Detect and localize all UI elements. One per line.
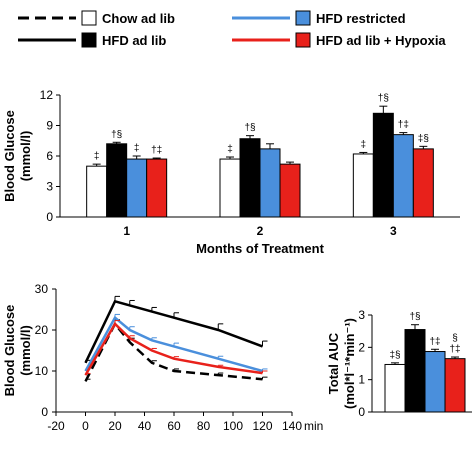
x-tick-label: 120 <box>252 419 272 433</box>
y-axis-label-line: Blood Glucose <box>2 110 17 202</box>
x-tick-label: 20 <box>108 419 122 433</box>
y-axis-label-line: Total AUC <box>326 332 341 394</box>
y-tick-label: 12 <box>40 88 54 102</box>
bar <box>424 351 446 413</box>
bar <box>372 112 394 218</box>
x-tick-label: 140 <box>282 419 302 433</box>
series-line-0 <box>84 321 263 382</box>
significance-label: †§ <box>378 93 389 104</box>
y-axis-label-line: Blood Glucose <box>2 305 17 397</box>
chart-monthly-glucose: 0 3 6 9 12 ‡ †§ ‡ †‡ 1 ‡ †§ 2 ‡ †§ †‡ ‡§ 3 Blood Glucose(m… <box>2 88 460 256</box>
significance-label: ‡§ <box>389 350 400 361</box>
significance-label: ‡ <box>361 139 367 150</box>
significance-label: § <box>452 333 458 344</box>
bar <box>384 363 406 413</box>
y-tick-label: 3 <box>358 308 365 322</box>
legend: Chow ad lib HFD ad lib HFD restricted HFD a… <box>18 10 446 48</box>
x-tick-label: 100 <box>223 419 243 433</box>
significance-label: ‡§ <box>418 133 429 144</box>
bar <box>146 158 168 218</box>
legend-swatch-1 <box>81 32 97 48</box>
x-tick-label: 60 <box>167 419 181 433</box>
significance-label: †§ <box>111 129 122 140</box>
y-axis-label-line: (mol*l⁻¹*min⁻¹) <box>342 318 357 409</box>
x-tick-label: 3 <box>390 224 397 238</box>
bar <box>239 138 261 218</box>
y-tick-label: 0 <box>46 210 53 224</box>
y-tick-label: 30 <box>35 282 49 296</box>
y-tick-label: 0 <box>41 405 48 419</box>
legend-label-0: Chow ad lib <box>102 11 175 26</box>
legend-label-1: HFD ad lib <box>102 33 166 48</box>
significance-label: ‡ <box>134 143 140 154</box>
significance-label: ‡ <box>94 151 100 162</box>
y-axis-label-line: (mmol/l) <box>18 325 33 376</box>
x-tick-label: 0 <box>82 419 89 433</box>
y-tick-label: 3 <box>46 180 53 194</box>
bar <box>444 358 466 413</box>
x-tick-label: -20 <box>47 419 65 433</box>
y-axis-label: Total AUC(mol*l⁻¹*min⁻¹) <box>326 318 357 409</box>
significance-label: †‡ <box>449 344 460 355</box>
legend-label-3: HFD ad lib + Hypoxia <box>316 33 446 48</box>
bar <box>106 143 128 218</box>
x-tick-unit: min <box>304 419 323 433</box>
significance-label: †‡ <box>429 336 440 347</box>
x-tick-label: 2 <box>257 224 264 238</box>
y-tick-label: 2 <box>358 340 365 354</box>
y-axis-label-line: (mmol/l) <box>18 131 33 182</box>
y-tick-label: 6 <box>46 149 53 163</box>
y-tick-label: 10 <box>35 364 49 378</box>
significance-label: †‡ <box>151 145 162 156</box>
y-axis-label: Blood Glucose(mmol/l) <box>2 110 33 202</box>
x-axis-label: Months of Treatment <box>196 241 325 256</box>
legend-swatch-0 <box>81 10 97 26</box>
y-tick-label: 20 <box>35 323 49 337</box>
bar <box>86 165 108 218</box>
x-tick-label: 40 <box>138 419 152 433</box>
y-tick-label: 1 <box>358 373 365 387</box>
significance-label: †§ <box>409 312 420 323</box>
legend-label-2: HFD restricted <box>316 11 406 26</box>
x-tick-label: 1 <box>123 224 130 238</box>
bar <box>404 329 426 413</box>
bar <box>392 134 414 218</box>
significance-label: †‡ <box>398 120 409 131</box>
bar <box>279 163 301 218</box>
bar <box>259 148 281 218</box>
bar <box>412 148 434 218</box>
y-axis-label: Blood Glucose(mmol/l) <box>2 305 33 397</box>
bar <box>126 158 148 218</box>
significance-label: †§ <box>244 123 255 134</box>
y-tick-label: 9 <box>46 119 53 133</box>
bar <box>219 158 241 218</box>
legend-swatch-2 <box>295 10 311 26</box>
y-tick-label: 0 <box>358 405 365 419</box>
bar <box>352 153 374 218</box>
series-line-1 <box>84 299 263 364</box>
significance-label: ‡ <box>227 144 233 155</box>
legend-swatch-3 <box>295 32 311 48</box>
x-tick-label: 80 <box>197 419 211 433</box>
